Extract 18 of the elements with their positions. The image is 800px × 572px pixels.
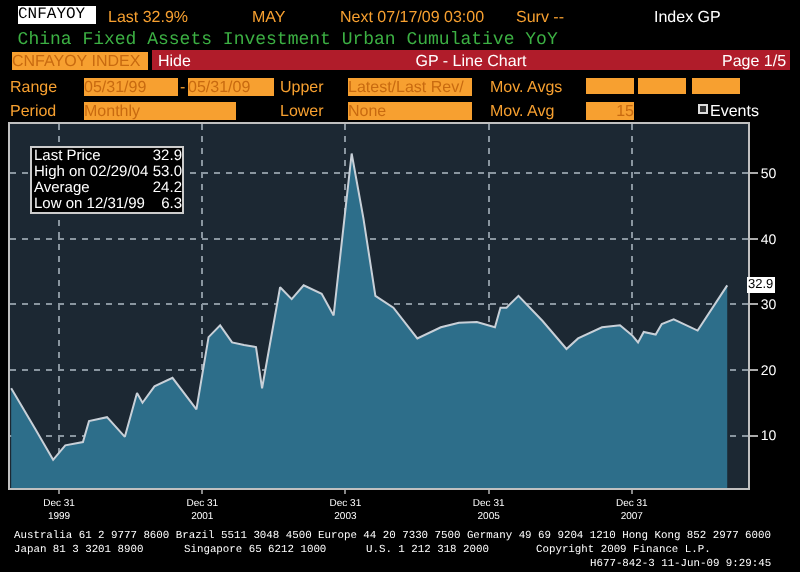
text: GP - Line Chart — [415, 52, 527, 70]
text: Last 32.9% — [108, 8, 189, 26]
text: Index GP — [654, 8, 721, 26]
text: Lower — [280, 102, 324, 120]
text: Page 1/5 — [722, 52, 787, 70]
chart-title: China Fixed Assets Investment Urban Cumulative YoY — [17, 30, 559, 51]
text: Next 07/17/09 03:00 — [340, 8, 485, 26]
text: Period — [10, 102, 57, 120]
text: Surv -- — [516, 8, 564, 26]
text: Range — [10, 78, 58, 96]
text: - — [180, 78, 186, 96]
text: MAY — [252, 8, 286, 26]
text: Mov. Avgs — [490, 78, 563, 96]
text: CNFAYOY — [18, 6, 96, 24]
text: Mov. Avg — [490, 102, 555, 120]
text: Hide — [158, 52, 191, 70]
text: Events — [710, 102, 759, 120]
text: Upper — [280, 78, 324, 96]
